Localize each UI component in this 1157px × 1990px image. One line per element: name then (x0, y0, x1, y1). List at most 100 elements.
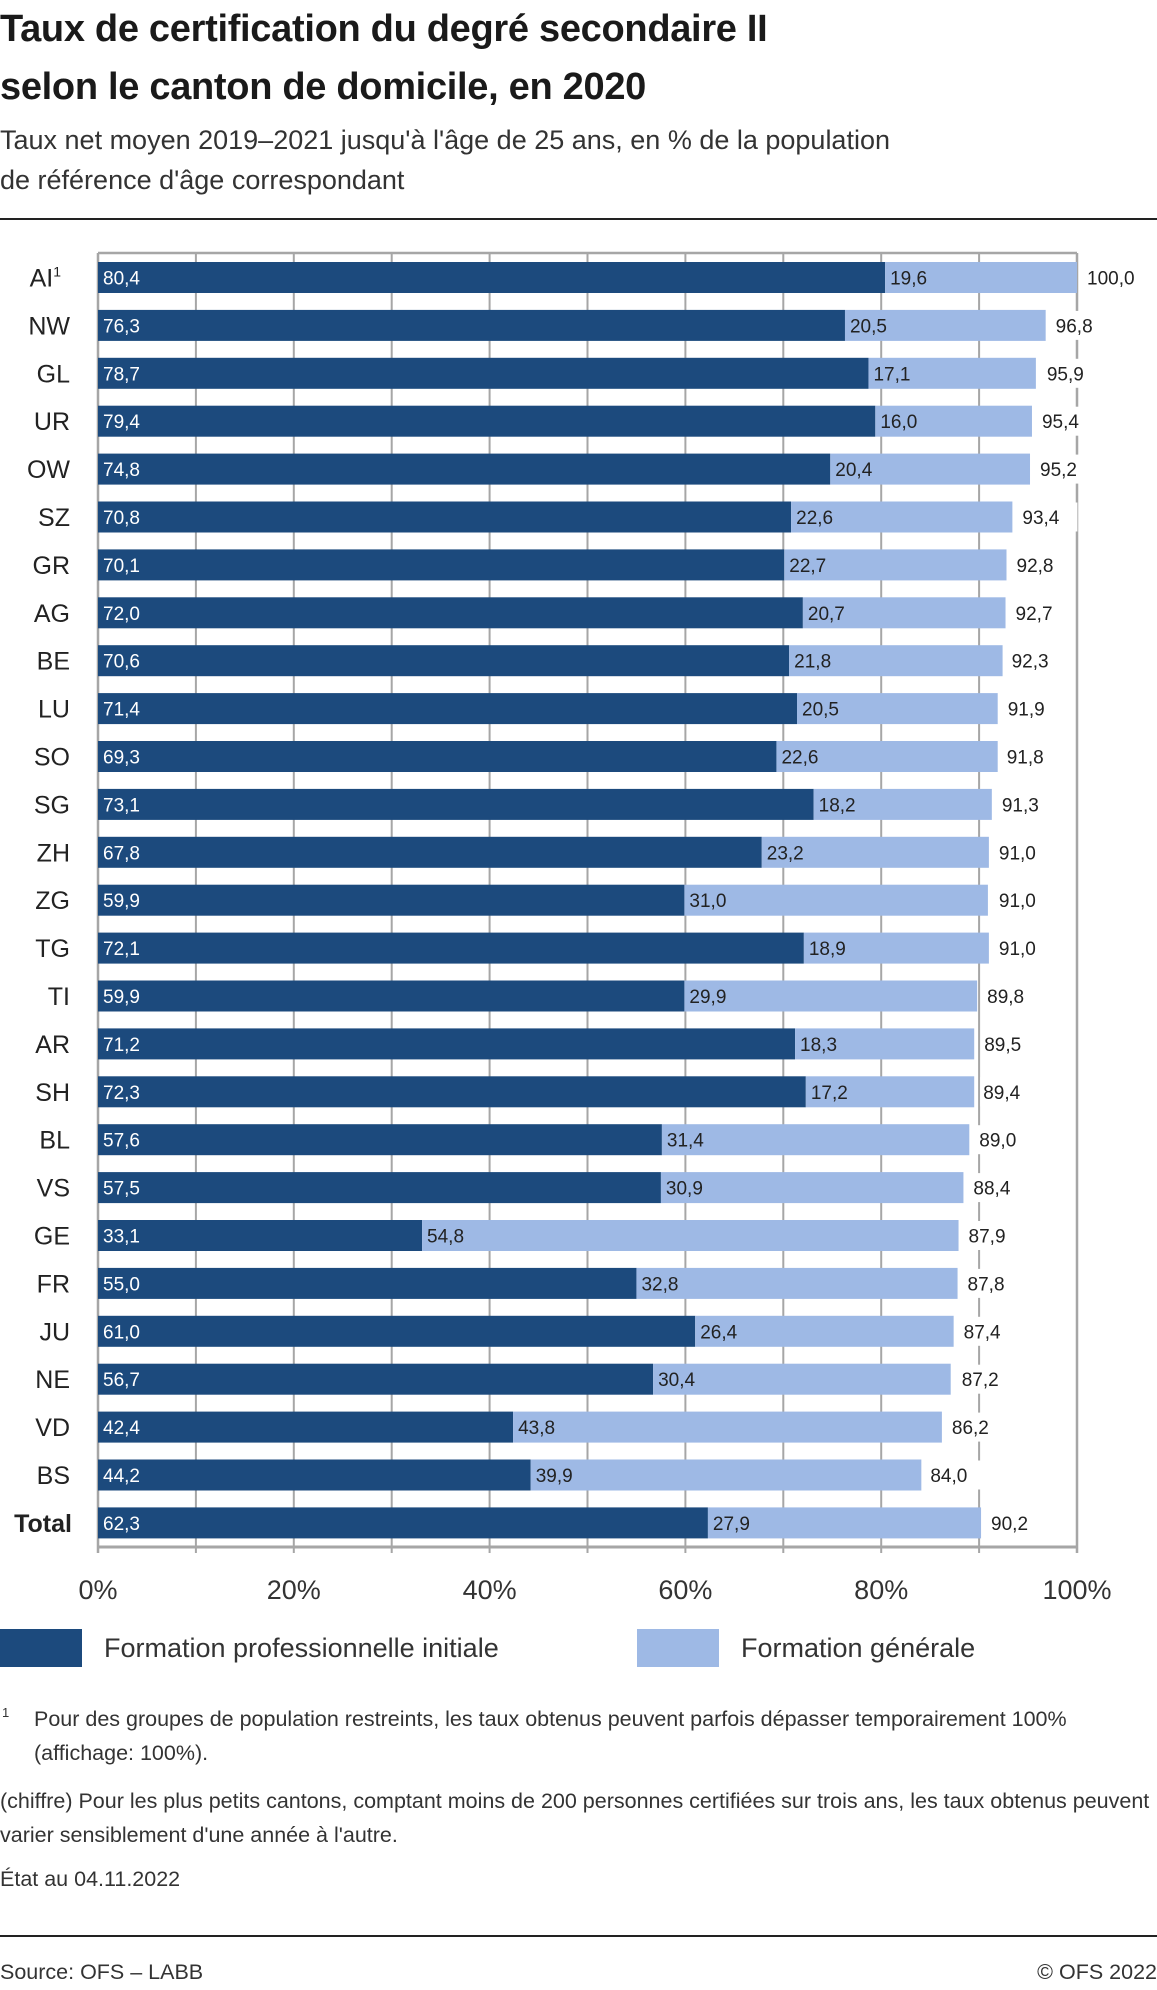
legend-label-professional: Formation professionnelle initiale (104, 1632, 499, 1663)
bar-general (830, 453, 1031, 485)
total-label: 95,2 (1040, 460, 1077, 481)
value-label-professional: 78,7 (103, 364, 140, 385)
total-label: 91,9 (1008, 700, 1045, 721)
bar-professional (98, 1172, 661, 1204)
bar-general (844, 309, 1046, 341)
total-label: 84,0 (930, 1466, 967, 1487)
source-text: Source: OFS – LABB (0, 1960, 204, 1984)
bar-professional (98, 1411, 514, 1443)
bar-general (791, 501, 1013, 533)
bar-general (513, 1411, 942, 1443)
category-label: VD (35, 1414, 70, 1442)
bar-professional (98, 1076, 806, 1108)
value-label-professional: 80,4 (103, 269, 140, 290)
total-label: 93,4 (1022, 508, 1059, 529)
total-label-bg (1003, 742, 1062, 771)
value-label-professional: 71,4 (103, 700, 140, 721)
bar-general (684, 980, 978, 1012)
category-label: NW (28, 312, 70, 340)
value-label-professional: 57,5 (103, 1179, 140, 1200)
total-label-bg (995, 933, 1054, 963)
category-label: LU (38, 696, 70, 724)
value-label-professional: 70,6 (103, 652, 140, 673)
total-label: 91,0 (999, 891, 1036, 912)
total-label: 88,4 (973, 1179, 1010, 1200)
total-label-bg (1084, 263, 1142, 292)
total-label-bg (970, 1173, 1029, 1203)
value-label-general: 17,1 (873, 364, 910, 385)
value-label-general: 20,4 (835, 460, 872, 481)
x-tick-label: 40% (463, 1575, 517, 1605)
category-label: AR (35, 1031, 70, 1059)
value-label-general: 22,7 (789, 556, 826, 577)
total-label-bg (1037, 454, 1096, 484)
bar-professional (98, 1267, 637, 1299)
x-tick-label: 0% (78, 1575, 117, 1605)
chart-subtitle: Taux net moyen 2019–2021 jusqu'à l'âge d… (0, 120, 890, 200)
total-label: 100,0 (1087, 269, 1135, 290)
category-label: SG (34, 791, 70, 819)
bar-professional (98, 597, 803, 629)
total-label-bg (995, 885, 1054, 915)
total-label-bg (960, 1316, 1019, 1346)
value-label-professional: 76,3 (103, 316, 140, 337)
total-label: 86,2 (952, 1418, 989, 1439)
total-label-bg (981, 1029, 1040, 1059)
footnote-1-text: Pour des groupes de population restreint… (34, 1707, 1067, 1765)
bar-general (761, 836, 989, 868)
total-label: 91,0 (999, 939, 1036, 960)
chart-subtitle-line-1: Taux net moyen 2019–2021 jusqu'à l'âge d… (0, 125, 890, 155)
category-label: BS (37, 1462, 70, 1490)
bar-professional (98, 884, 685, 916)
bar-general (875, 405, 1032, 437)
total-label-bg (948, 1412, 1007, 1442)
value-label-general: 20,7 (808, 604, 845, 625)
value-label-professional: 55,0 (103, 1274, 140, 1295)
stacked-bar-chart: 0% 20% 40% 60% 80% 100% AI1 80,4 19,6 100,0 NW 76,3… (14, 251, 1142, 1605)
category-label: UR (34, 408, 70, 436)
bar-general (660, 1172, 964, 1204)
total-label: 95,9 (1047, 364, 1084, 385)
bar-professional (98, 932, 804, 964)
category-label: ZH (37, 839, 70, 867)
header-divider (0, 218, 1157, 220)
total-label: 89,5 (984, 1035, 1021, 1056)
value-label-general: 18,9 (809, 939, 846, 960)
total-label-bg (1052, 310, 1111, 340)
value-label-general: 18,3 (800, 1035, 837, 1056)
value-label-general: 26,4 (700, 1322, 737, 1343)
labels: 0% 20% 40% 60% 80% 100% AI1 80,4 19,6 100,0 NW 76,3… (14, 263, 1142, 1605)
value-label-general: 19,6 (890, 269, 927, 290)
category-label: JU (39, 1318, 70, 1346)
bar-general (707, 1507, 982, 1539)
total-label-bg (988, 1508, 1047, 1538)
chart-subtitle-line-2: de référence d'âge correspondant (0, 165, 405, 195)
bar-general (789, 645, 1003, 677)
category-footnote-marker: 1 (53, 264, 61, 280)
value-label-professional: 33,1 (103, 1227, 140, 1248)
value-label-general: 54,8 (427, 1227, 464, 1248)
total-label: 89,4 (983, 1083, 1020, 1104)
legend-swatch-professional (0, 1629, 82, 1667)
category-label: GL (37, 360, 70, 388)
bar-professional (98, 453, 831, 485)
value-label-professional: 72,1 (103, 939, 140, 960)
chart-notes: 1 Pour des groupes de population restrei… (0, 1702, 1157, 1896)
total-label: 90,2 (991, 1514, 1028, 1535)
category-label: BL (39, 1127, 70, 1155)
legend-item-general: Formation générale (637, 1628, 975, 1668)
legend-swatch-general (637, 1629, 719, 1667)
category-label: SZ (38, 504, 70, 532)
value-label-professional: 59,9 (103, 987, 140, 1008)
value-label-professional: 72,3 (103, 1083, 140, 1104)
legend-item-professional: Formation professionnelle initiale (0, 1628, 499, 1668)
bar-professional (98, 262, 886, 293)
total-label: 91,8 (1007, 748, 1044, 769)
bar-general (784, 549, 1007, 581)
bar-professional (98, 645, 790, 677)
category-label: TI (48, 983, 70, 1011)
value-label-general: 18,2 (819, 795, 856, 816)
category-label: TG (35, 935, 70, 963)
category-label: GE (34, 1223, 70, 1251)
state-date: État au 04.11.2022 (0, 1867, 181, 1891)
